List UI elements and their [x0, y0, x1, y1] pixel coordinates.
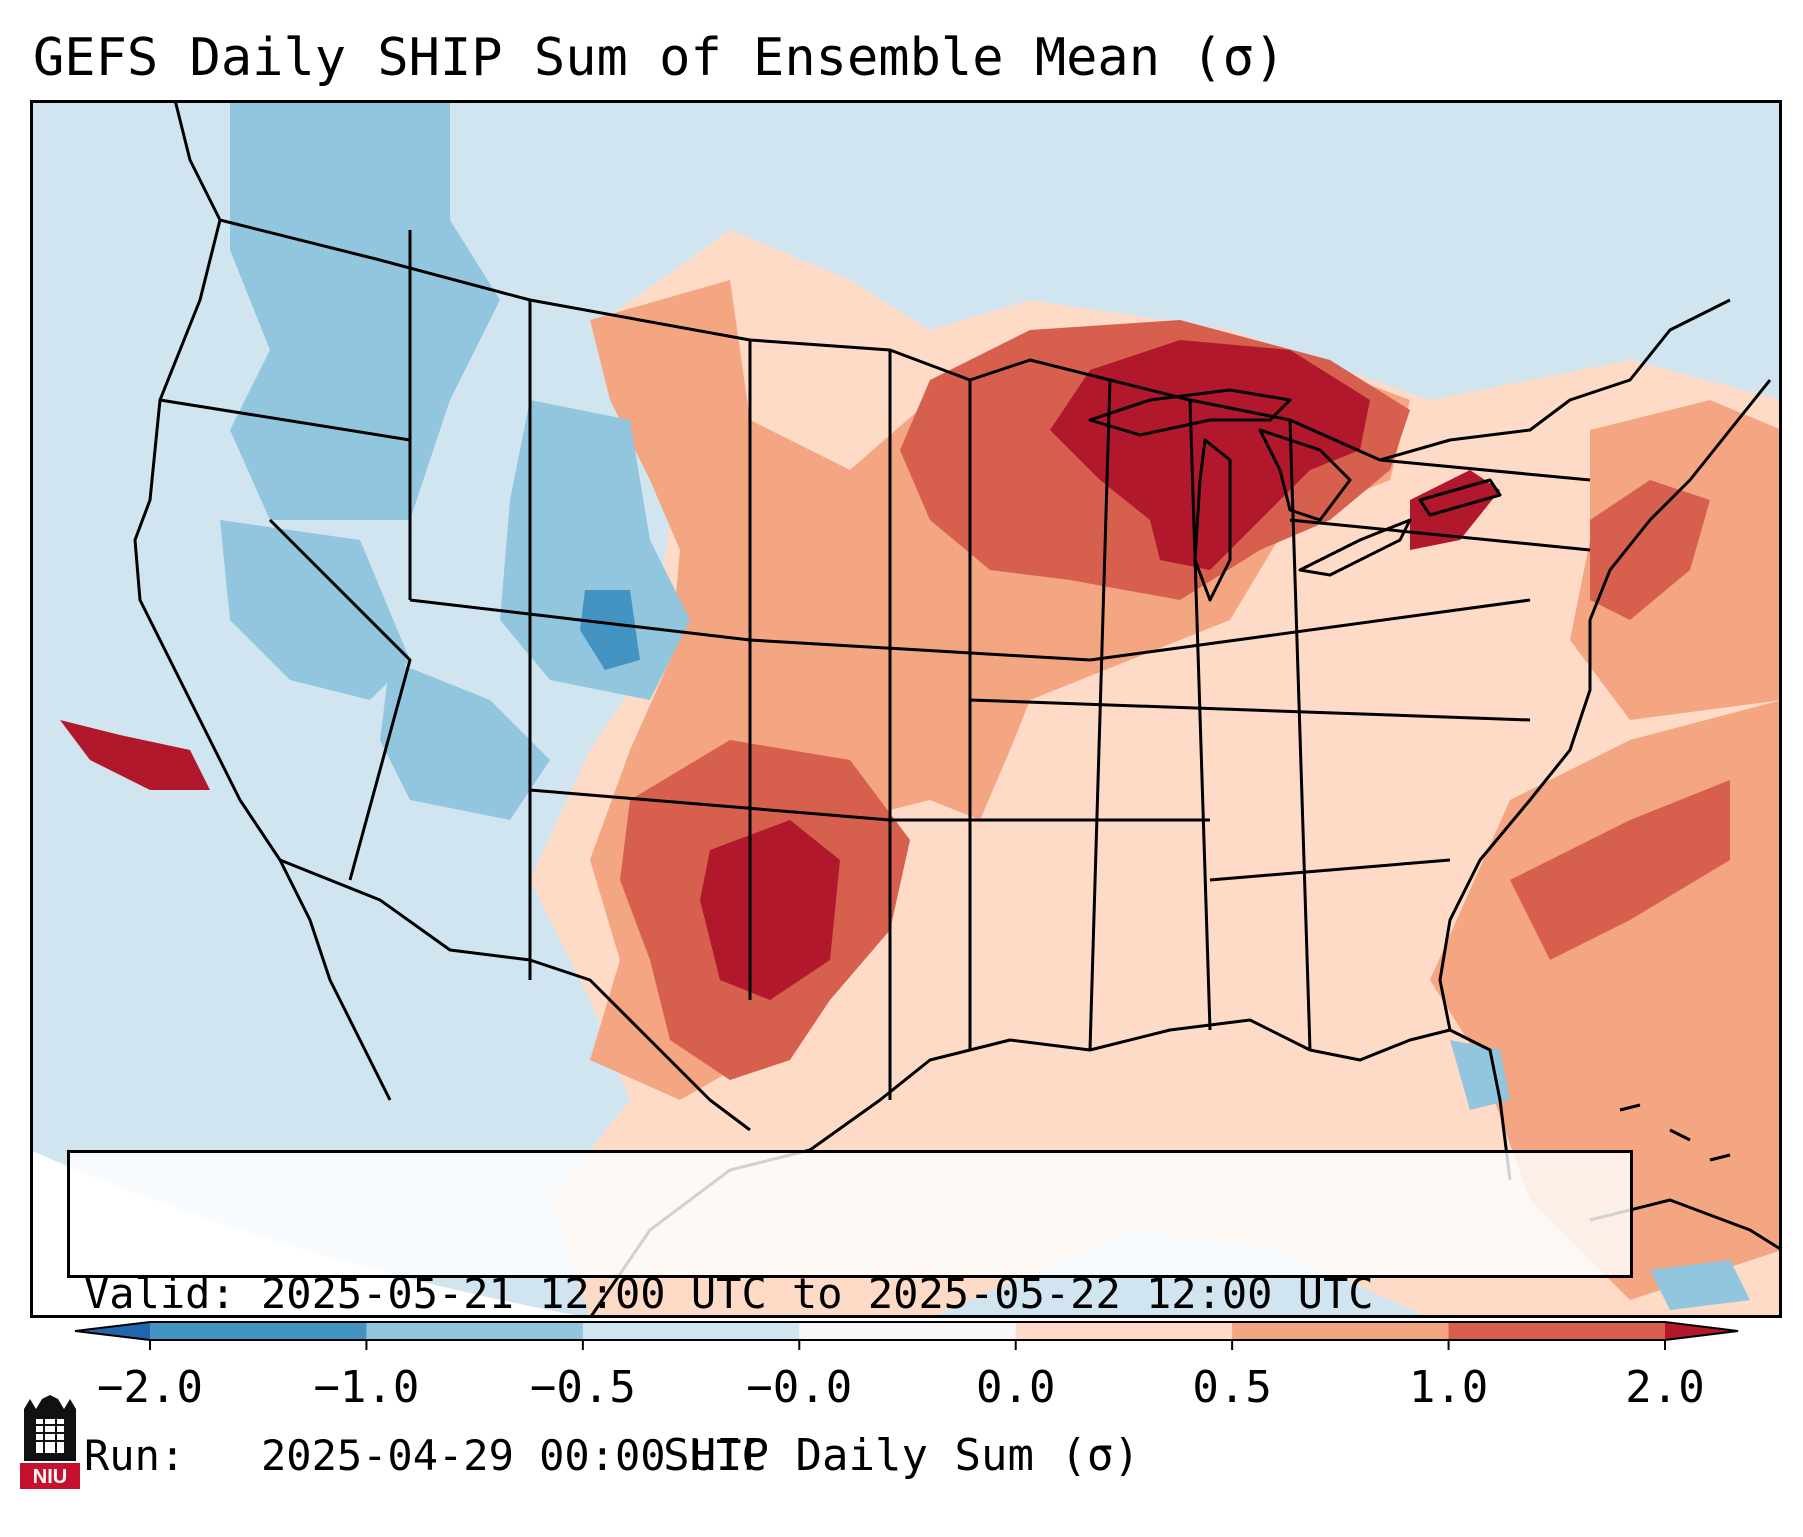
shade-blue-arizona	[380, 660, 550, 820]
niu-logo-text: NIU	[33, 1466, 67, 1488]
west-coastline	[133, 100, 392, 1101]
valid-time-text: Valid: 2025-05-21 12:00 UTC to 2025-05-2…	[84, 1269, 1374, 1318]
map-canvas	[30, 100, 1782, 1318]
lake-erie	[1298, 518, 1412, 577]
lake-michigan	[1193, 438, 1232, 602]
shade-dark-red-ne-coast	[1590, 480, 1710, 620]
shade-blue-colorado-core	[580, 590, 640, 670]
shade-darkest-pacific-spot	[60, 720, 210, 790]
shade-blue-northwest	[230, 100, 500, 520]
lake-ontario	[1418, 478, 1502, 517]
niu-logo: NIU	[20, 1395, 80, 1489]
shade-darkest-great-lakes	[1050, 340, 1370, 570]
shade-darkest-texas	[700, 820, 840, 1000]
colorbar-label: SHIP Daily Sum (σ)	[663, 1430, 1140, 1481]
lake-superior	[1088, 388, 1292, 437]
colorbar-tick-label: 2.0	[1625, 1362, 1704, 1413]
map-border	[30, 100, 1782, 1318]
shade-dark-red-atlantic	[1510, 780, 1730, 960]
state-lines	[159, 230, 1591, 1100]
shade-blue-great-basin	[220, 520, 410, 700]
negative-shading	[220, 100, 1750, 1310]
valid-run-info-box: Valid: 2025-05-21 12:00 UTC to 2025-05-2…	[67, 1150, 1633, 1480]
shade-blue-florida	[1450, 1040, 1510, 1110]
run-time-text: Run: 2025-04-29 00:00 UTC	[84, 1431, 767, 1480]
shade-blue-cuba	[1650, 1260, 1750, 1310]
colorbar-extend-max	[1665, 1322, 1738, 1340]
shade-darkest-great-lakes-east	[1410, 470, 1500, 550]
map-title: GEFS Daily SHIP Sum of Ensemble Mean (σ)	[33, 28, 1286, 88]
bahamas-outline	[1619, 1103, 1731, 1162]
shade-blue-colorado	[500, 400, 690, 700]
east-coastline	[1438, 379, 1772, 1031]
mexico-border	[279, 858, 751, 1132]
lake-huron	[1258, 428, 1352, 522]
map-frame	[30, 100, 1782, 1318]
